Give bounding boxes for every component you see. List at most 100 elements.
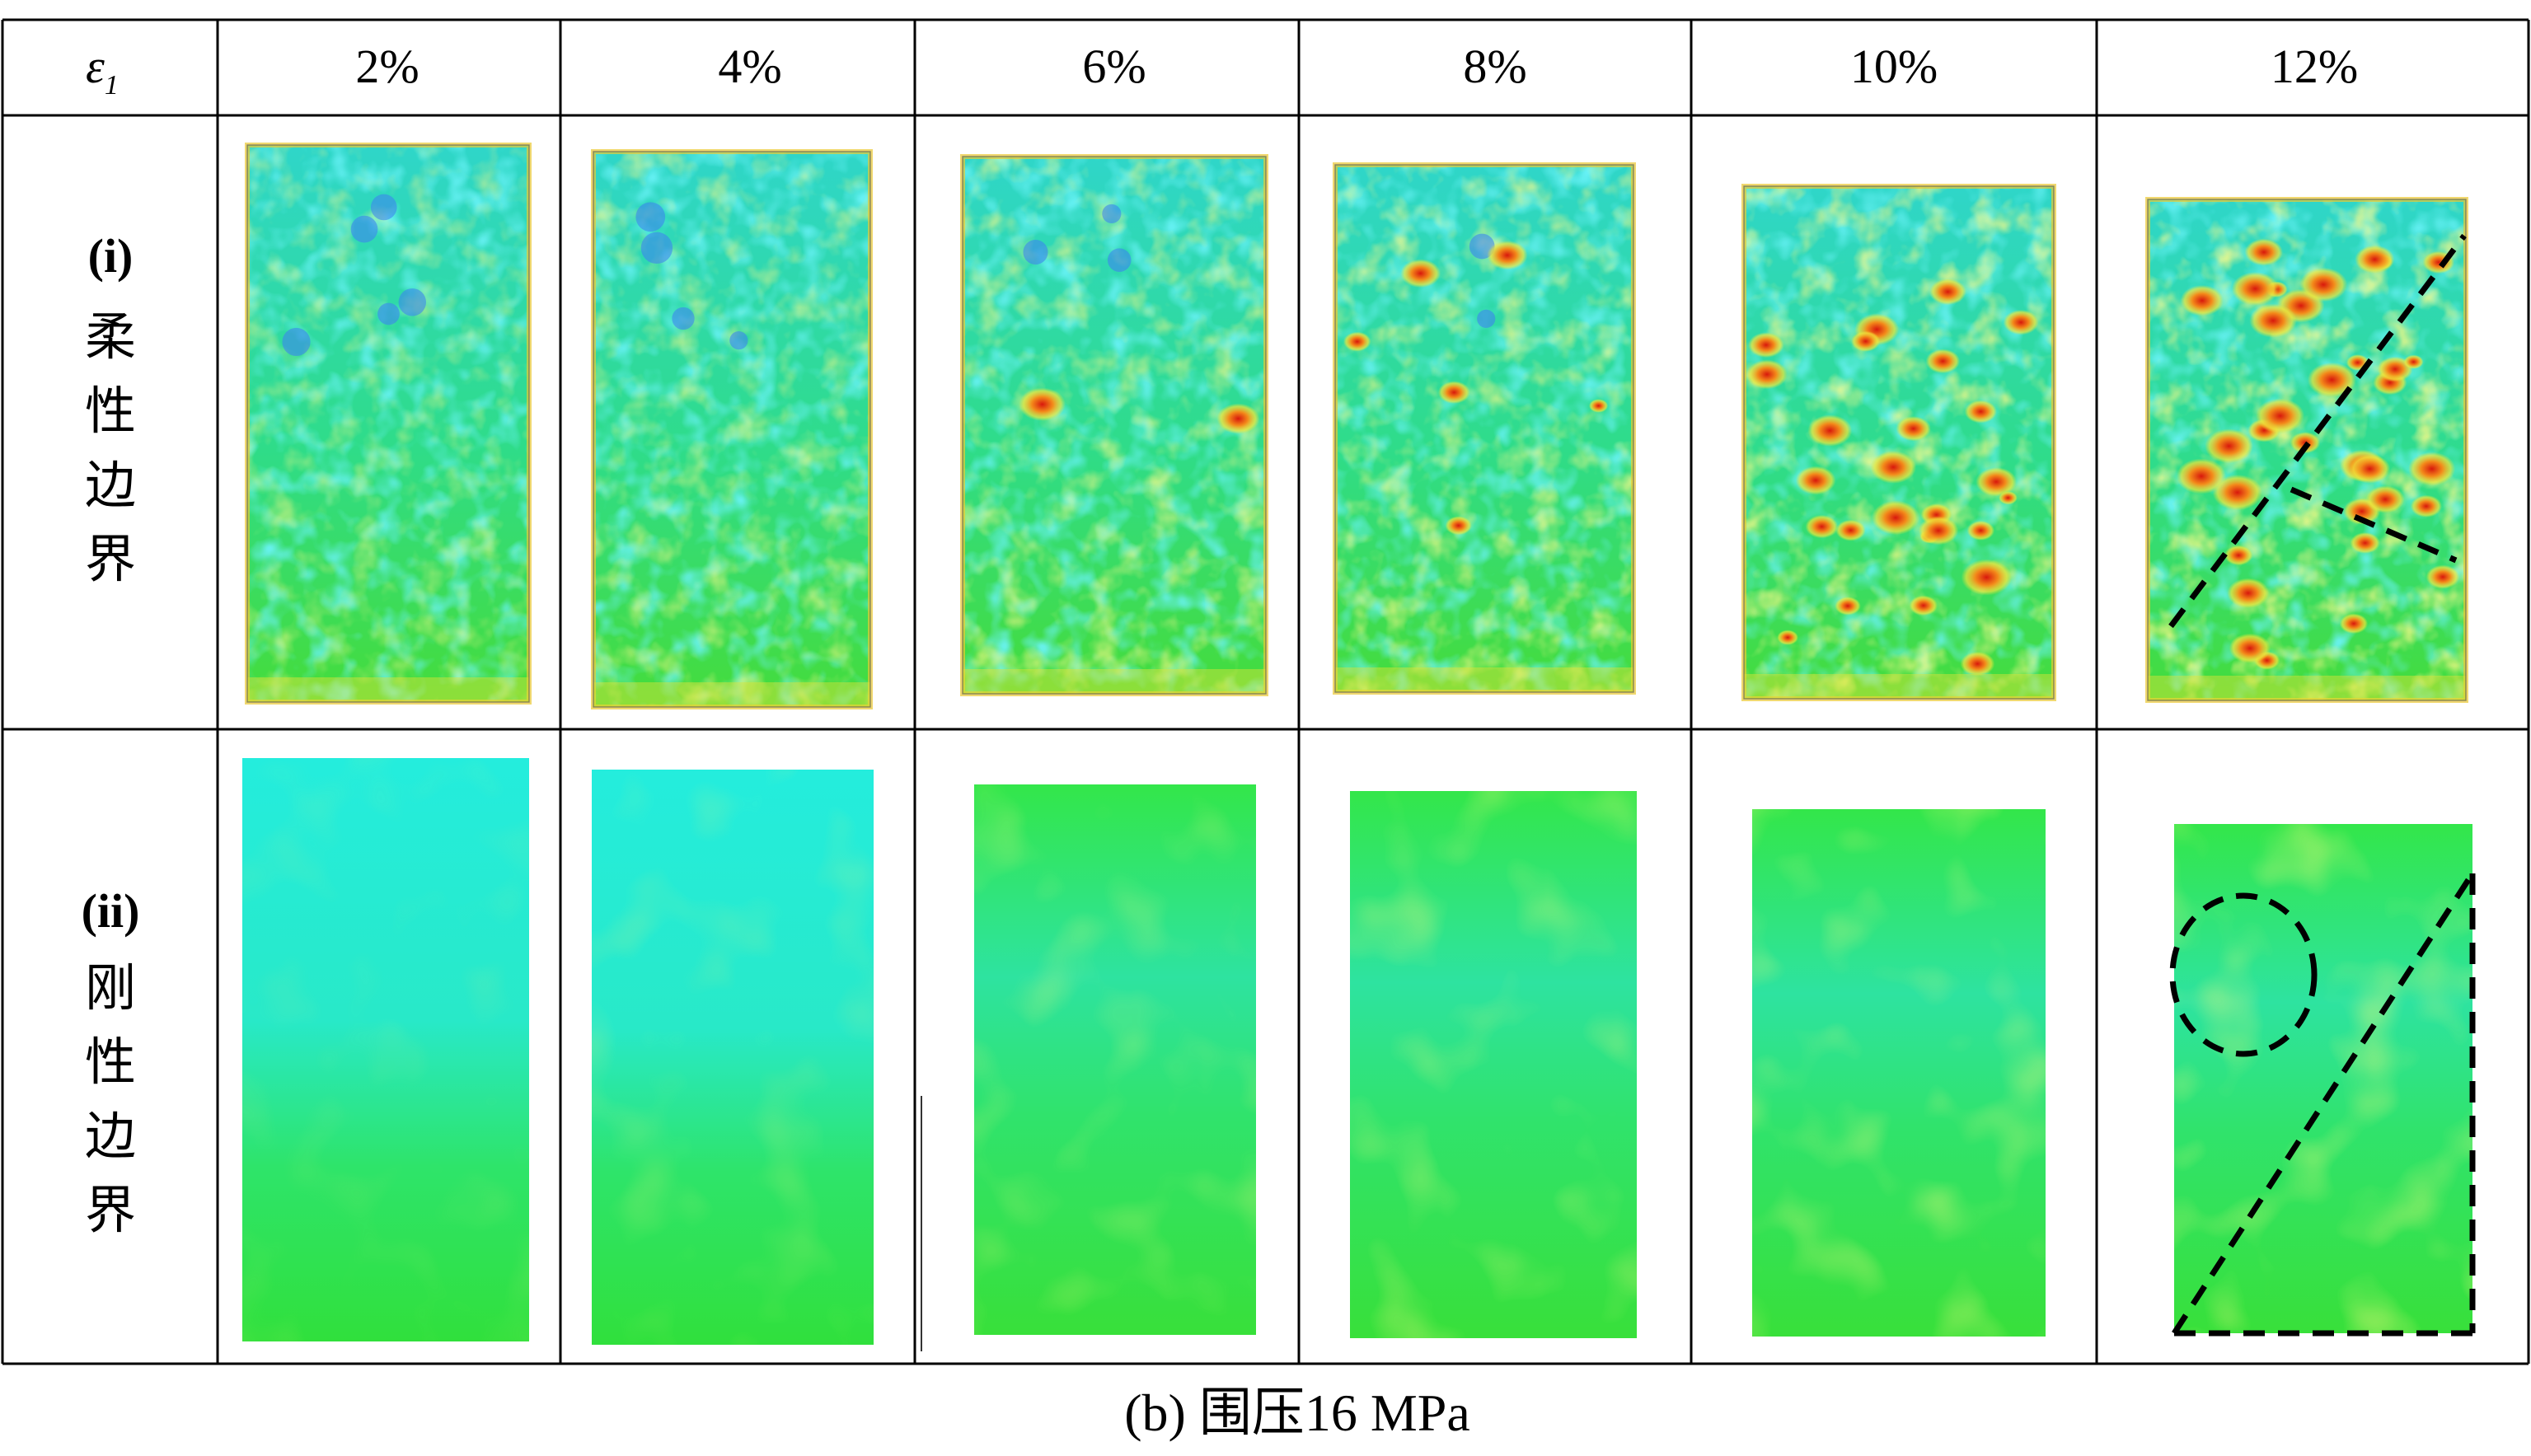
high-strain-spot — [2403, 354, 2424, 369]
field-texture-yellow — [1744, 186, 2054, 699]
high-strain-spot — [1805, 514, 1839, 539]
flexible-field-2% — [245, 143, 532, 705]
high-strain-spot — [1835, 519, 1866, 541]
field-texture — [1350, 791, 1637, 1338]
high-strain-spot — [1925, 349, 1961, 374]
high-strain-spot — [1961, 559, 2013, 596]
row-char: 柔 — [85, 310, 136, 366]
high-strain-spot — [1909, 595, 1938, 616]
high-strain-spot — [2426, 564, 2460, 589]
high-strain-spot — [1918, 516, 1959, 545]
high-strain-spot — [2307, 362, 2356, 398]
field-texture — [974, 784, 1256, 1335]
low-strain-spot — [635, 202, 666, 232]
low-strain-spot — [350, 215, 378, 243]
row-char: 刚 — [85, 961, 136, 1017]
field-texture — [1752, 809, 2046, 1337]
low-strain-spot — [398, 288, 427, 316]
high-strain-spot — [2410, 494, 2442, 517]
field-outline — [2147, 199, 2467, 701]
high-strain-spot — [2365, 485, 2405, 513]
field-outline — [1743, 185, 2055, 700]
high-strain-spot — [2408, 452, 2456, 486]
row-char: 性 — [85, 384, 136, 440]
flex-shear-band-main — [2168, 233, 2467, 629]
high-strain-spot — [1964, 400, 1997, 424]
high-strain-spot — [1851, 330, 1881, 352]
high-strain-spot — [1487, 241, 1528, 270]
low-strain-spot — [370, 194, 397, 221]
high-strain-spot — [1896, 416, 1931, 442]
rigid-localization-ellipse — [2169, 892, 2318, 1057]
high-strain-spot — [2255, 398, 2305, 433]
flexible-field-6% — [960, 154, 1268, 696]
strain-header-8: 8% — [1463, 40, 1526, 93]
row-roman-i: (i) — [88, 229, 134, 283]
high-strain-spot — [2176, 458, 2227, 494]
flexible-field-8% — [1333, 162, 1636, 695]
rigid-field-8% — [1350, 791, 1637, 1338]
low-strain-spot — [672, 307, 695, 330]
rigid-boundary-fields — [242, 758, 2472, 1351]
high-strain-spot — [1216, 403, 1260, 434]
high-strain-spot — [1019, 387, 1066, 421]
low-strain-spot — [377, 302, 400, 325]
high-strain-spot — [1748, 332, 1784, 358]
flexible-boundary-fields — [245, 143, 2468, 709]
high-strain-spot — [2003, 309, 2039, 335]
high-strain-spot — [2227, 578, 2270, 608]
high-strain-spot — [1929, 279, 1966, 306]
high-strain-spot — [2205, 428, 2253, 464]
field-outline — [1334, 164, 1634, 693]
field-texture-yellow — [247, 145, 529, 702]
high-strain-spot — [1976, 467, 2017, 497]
low-strain-spot — [282, 327, 311, 357]
row-char: 界 — [85, 1183, 136, 1239]
strain-symbol: ε1 — [86, 40, 119, 101]
high-strain-spot — [1588, 399, 1609, 413]
table-grid — [1, 18, 2530, 1365]
strain-header-12: 12% — [2271, 40, 2358, 93]
high-strain-spot — [2355, 245, 2395, 274]
high-strain-spot — [2231, 272, 2279, 306]
high-strain-spot — [1746, 359, 1788, 390]
row-roman-ii: (ii) — [82, 884, 140, 938]
high-strain-spot — [1807, 414, 1853, 447]
flexible-field-10% — [1741, 184, 2056, 701]
high-strain-spot — [1777, 630, 1799, 645]
field-bottom-edge — [963, 669, 1266, 694]
row-char: 边 — [85, 458, 136, 514]
low-strain-spot — [1023, 239, 1048, 265]
field-outline — [962, 156, 1267, 695]
rigid-triangle-hyp — [2172, 872, 2475, 1335]
field-texture-yellow — [593, 152, 870, 707]
high-strain-spot — [2224, 545, 2253, 566]
low-strain-spot — [1102, 204, 1122, 223]
high-strain-spot — [1437, 381, 1470, 405]
figure-caption: (b) 围压16 MPa — [1124, 1383, 1470, 1442]
strain-header-6: 6% — [1082, 40, 1146, 93]
high-strain-spot — [2244, 238, 2283, 266]
strain-header-4: 4% — [718, 40, 781, 93]
field-texture — [242, 758, 529, 1341]
field-outline — [593, 151, 871, 708]
strain-header-10: 10% — [1850, 40, 1938, 93]
field-bottom-edge — [1744, 674, 2054, 699]
high-strain-spot — [1871, 500, 1920, 536]
row-label-rigid: (ii) 刚 性 边 界 — [82, 884, 140, 1239]
high-strain-spot — [1343, 331, 1371, 352]
low-strain-spot — [1477, 309, 1496, 328]
field-texture — [2174, 824, 2472, 1333]
field-texture-yellow — [963, 157, 1266, 694]
field-bottom-edge — [2148, 676, 2466, 700]
rigid-field-4% — [592, 770, 874, 1345]
high-strain-spot — [2339, 613, 2369, 634]
high-strain-spot — [2249, 303, 2297, 338]
flex-shear-band-branch — [2290, 486, 2458, 564]
strain-header-2: 2% — [355, 40, 419, 93]
row-char: 界 — [85, 532, 136, 588]
rigid-field-12% — [2174, 824, 2472, 1333]
header-row: ε1 2% 4% 6% 8% 10% 12% — [86, 40, 2358, 101]
high-strain-spot — [1795, 466, 1836, 495]
high-strain-spot — [2229, 633, 2271, 663]
